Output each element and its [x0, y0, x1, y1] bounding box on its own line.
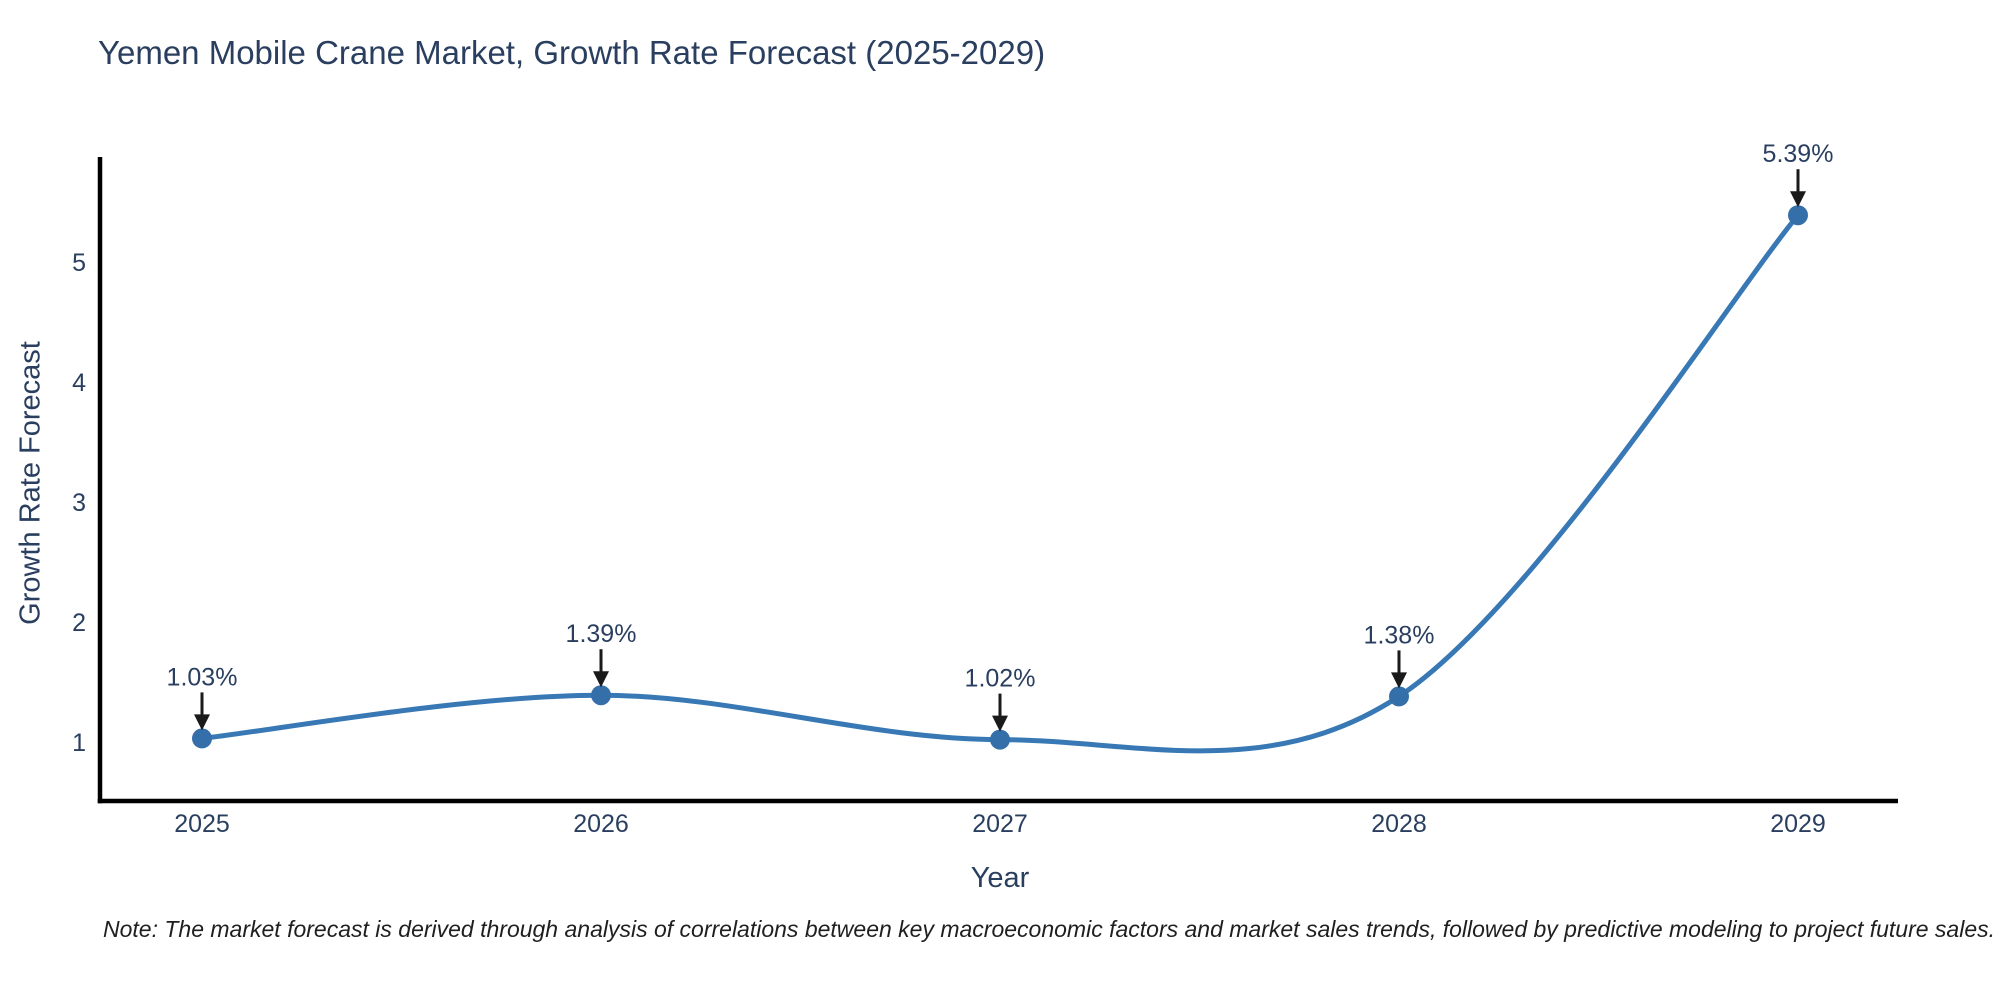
annotation-label: 1.02% — [965, 665, 1036, 693]
footnote: Note: The market forecast is derived thr… — [103, 916, 1996, 942]
trend-line — [199, 212, 1801, 754]
data-point-marker[interactable] — [1788, 205, 1808, 226]
data-point-marker[interactable] — [192, 728, 212, 749]
y-tick-label: 4 — [72, 369, 86, 397]
annotation-arrowhead — [1790, 191, 1806, 208]
x-tick-label: 2028 — [1371, 810, 1427, 838]
annotation-arrowhead — [992, 715, 1008, 732]
data-point-marker[interactable] — [990, 729, 1010, 750]
y-tick-label: 5 — [72, 249, 86, 277]
x-tick-label: 2025 — [174, 810, 230, 838]
annotation-arrowhead — [194, 714, 210, 731]
annotation-label: 1.38% — [1364, 621, 1435, 649]
annotation-arrowhead — [1391, 672, 1407, 689]
chart-title: Yemen Mobile Crane Market, Growth Rate F… — [98, 34, 1046, 71]
annotation-arrowhead — [593, 671, 609, 688]
x-tick-label: 2029 — [1770, 810, 1826, 838]
data-point-marker[interactable] — [1389, 686, 1409, 707]
annotation-label: 1.39% — [566, 620, 637, 648]
x-axis-title: Year — [970, 862, 1030, 894]
x-tick-label: 2027 — [972, 810, 1028, 838]
data-point-marker[interactable] — [591, 685, 611, 706]
y-tick-label: 2 — [72, 609, 86, 637]
y-tick-label: 1 — [72, 729, 86, 757]
annotation-label: 1.03% — [167, 663, 238, 691]
y-tick-label: 3 — [72, 489, 86, 517]
annotation-label: 5.39% — [1763, 140, 1834, 168]
x-tick-label: 2026 — [573, 810, 629, 838]
